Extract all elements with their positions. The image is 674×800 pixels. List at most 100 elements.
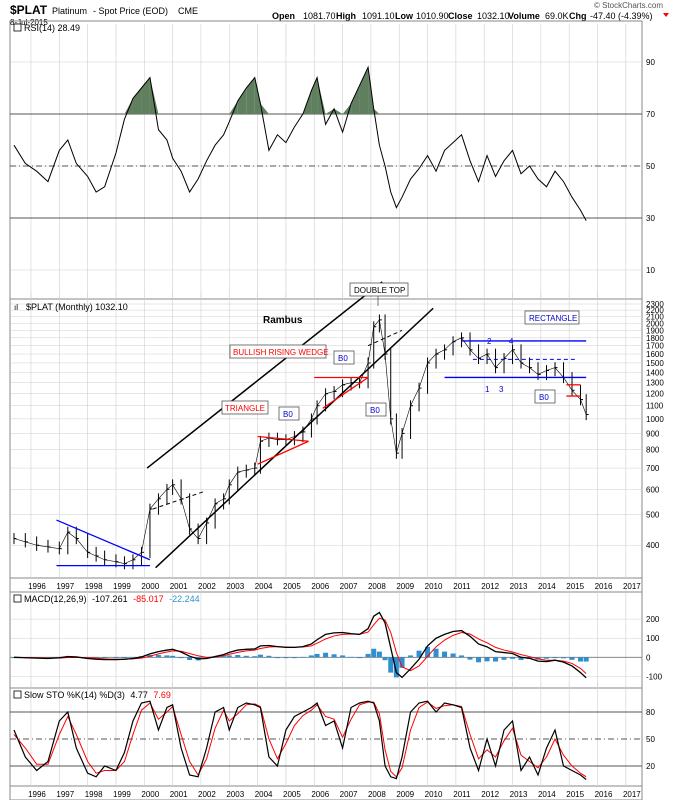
bottom-xtick-label: 2007 [340,790,358,799]
rsi-overbought-fill [246,77,255,114]
bottom-xtick-label: 2000 [141,790,159,799]
wedge-label: BULLISH RISING WEDGE [233,348,329,357]
rsi-overbought-fill [254,77,261,114]
macd-value: -107.261 [92,594,128,604]
price-ytick-label: 800 [646,446,660,455]
macd-title-name: MACD(12,26,9) [24,594,87,604]
bottom-xtick-label: 2003 [226,790,244,799]
bottom-xtick-label: 2006 [311,790,329,799]
macd-histogram-bar [510,657,516,659]
rsi-overbought-fill [260,103,269,114]
chg-label: Chg [569,11,587,21]
macd-histogram-bar [501,657,507,660]
close-value: 1032.10 [477,11,510,21]
macd-histogram-bar [178,657,184,659]
bottom-xtick-label: 2017 [623,790,641,799]
macd-histogram-bar [544,657,550,659]
bottom-xtick-label: 2005 [283,790,301,799]
rsi-ytick-label: 50 [646,162,655,171]
price-xtick-label: 2001 [170,582,188,591]
rsi-ytick-label: 90 [646,58,655,67]
macd-histogram-bar [425,646,431,658]
macd-line [13,611,587,679]
price-xtick-label: 2013 [510,582,528,591]
price-xtick-label: 2005 [283,582,301,591]
price-xtick-label: 1998 [85,582,103,591]
author-label: Rambus [263,315,303,326]
price-ytick-label: 2000 [646,319,664,328]
price-ytick-label: 2200 [646,306,664,315]
macd-histogram-bar [408,655,414,658]
chart-date: 8-Jul-2015 [10,18,48,27]
close-label: Close [448,11,473,21]
price-ytick-label: 1800 [646,334,664,343]
macd-histogram-bar [578,657,584,662]
price-ytick-label: 2300 [646,300,664,309]
macd-histogram-bar [291,657,297,659]
price-ytick-label: 400 [646,541,660,550]
bottom-xtick-label: 2001 [170,790,188,799]
rsi-title-group: RSI(14) 28.49 [13,23,80,33]
bottom-xtick-label: 2014 [538,790,556,799]
price-xtick-label: 2004 [255,582,273,591]
price-ytick-label: 1000 [646,415,664,424]
rsi-overbought-fill [351,85,360,114]
instrument-source: - Spot Price (EOD) [93,6,168,16]
rsi-overbought-fill [359,67,369,114]
rsi-line [13,65,587,221]
price-title-group: ıl $PLAT (Monthly) 1032.10 [14,302,128,312]
open-label: Open [272,11,295,21]
macd-histogram-bar [467,657,473,660]
triangle-lower-2004-trendline [257,440,309,465]
rsi-overbought-fill [334,108,343,114]
macd-histogram-bar [102,657,108,659]
rsi-overbought-fill [311,77,318,114]
symbol-label: $PLAT [10,3,48,17]
low-value: 1010.90 [416,11,449,21]
macd-histogram-bar [416,650,422,658]
macd-histogram-bar [357,657,363,659]
price-xtick-label: 2009 [396,582,414,591]
low-label: Low [395,11,414,21]
macd-histogram-bar [314,653,320,658]
price-xtick-label: 2010 [425,582,443,591]
macd-histogram-bar [382,657,388,661]
price-close-line [13,319,587,564]
down-arrow-icon [663,13,669,17]
touch-label-2: 2 [487,337,492,346]
macd-signal-value: -85.017 [133,594,164,604]
rsi-title: RSI(14) 28.49 [24,23,80,33]
price-ytick-label: 600 [646,485,660,494]
macd-histogram-bar [283,657,289,659]
price-xtick-label: 2011 [453,582,471,591]
price-xtick-label: 2014 [538,582,556,591]
price-xtick-label: 2000 [141,582,159,591]
instrument-name: Platinum [52,6,87,16]
rsi-overbought-fill [132,88,142,114]
macd-histogram-bar [113,657,119,659]
macd-histogram-bar [433,648,439,658]
price-ytick-label: 1700 [646,342,664,351]
bo-label-2: B0 [338,354,348,363]
price-ytick-label: 1300 [646,379,664,388]
bo-box-4 [534,389,556,404]
rsi-overbought-fill [237,88,247,114]
price-xtick-label: 1996 [28,582,46,591]
chart-header: $PLAT Platinum - Spot Price (EOD) CME 8-… [10,1,669,27]
bottom-xtick-label: 2010 [425,790,443,799]
macd-histogram-bar [388,657,394,673]
macd-histogram-bar [476,657,482,663]
price-ytick-label: 900 [646,429,660,438]
bo-label-4: B0 [539,393,549,402]
macd-histogram-bar [243,655,249,658]
macd-histogram-bar [393,657,399,678]
triangle-label: TRIANGLE [225,404,265,413]
macd-histogram-bar [130,656,136,658]
triangle-box [221,400,269,415]
macd-histogram-bar [365,653,371,658]
sto-ytick-label: 50 [646,735,655,744]
channel-lower-trendline [155,307,434,569]
macd-histogram-bar [484,657,490,662]
macd-histogram-bar [340,655,346,658]
macd-histogram-bar [235,655,241,658]
